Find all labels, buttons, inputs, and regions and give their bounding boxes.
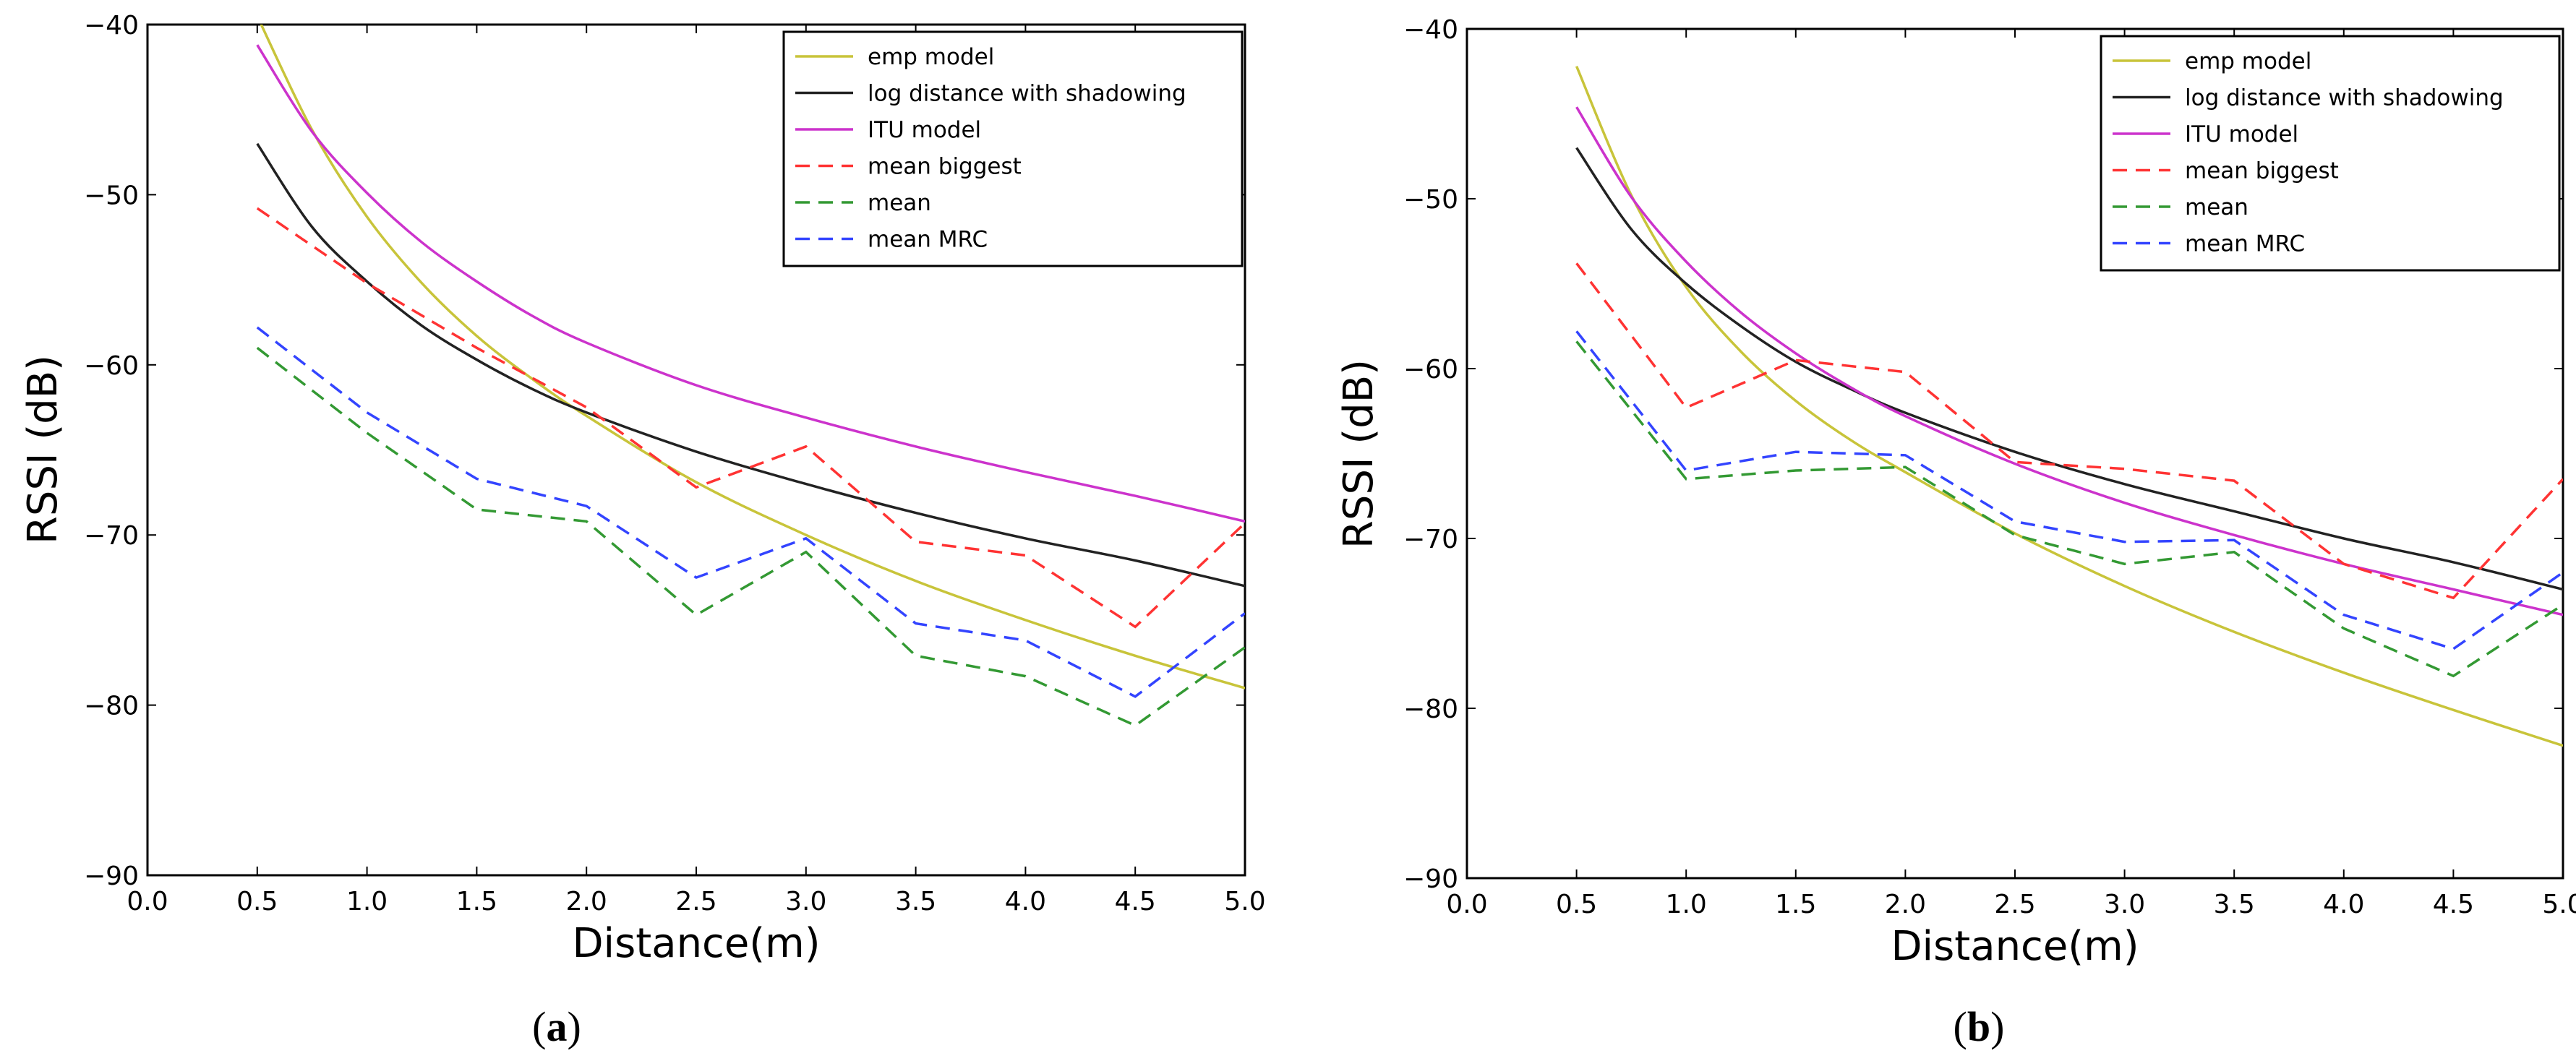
series-line-log-distance-with-shadowing	[1575, 147, 2563, 591]
series-line-mean-mrc	[256, 326, 1245, 698]
x-tick-label: 5.0	[2542, 890, 2576, 919]
legend-entry-label: emp model	[868, 44, 994, 70]
legend-entry-label: mean	[868, 190, 931, 216]
x-tick-label: 0.5	[236, 887, 278, 916]
x-tick-label: 4.0	[2323, 890, 2364, 919]
legend-entry-label: mean biggest	[2185, 158, 2339, 184]
y-tick-label: −90	[84, 862, 139, 891]
x-tick-label: 3.5	[895, 887, 936, 916]
panel-label-b: (b)	[1954, 1003, 2005, 1050]
x-tick-label: 2.0	[1885, 890, 1926, 919]
legend-entry-label: mean	[2185, 194, 2248, 220]
legend-entry-label: emp model	[2185, 48, 2311, 74]
legend-box	[2100, 35, 2561, 272]
y-tick-label: −50	[84, 181, 139, 210]
x-tick-label: 0.0	[1446, 890, 1487, 919]
y-tick-label: −70	[1403, 525, 1458, 554]
y-tick-label: −60	[1403, 355, 1458, 385]
legend-entry-label: mean biggest	[868, 154, 1022, 180]
y-tick-label: −60	[84, 351, 139, 381]
series-line-emp-model	[260, 25, 1245, 690]
legend-entry-label: ITU model	[2185, 121, 2298, 147]
x-tick-label: 2.5	[1994, 890, 2035, 919]
series-line-mean	[256, 346, 1245, 727]
x-tick-label: 0.5	[1556, 890, 1597, 919]
panel-label-a: (a)	[532, 1003, 581, 1050]
legend-entry-label: ITU model	[868, 117, 981, 143]
x-axis-label: Distance(m)	[572, 920, 820, 967]
panel-a: 0.0 0.5 1.0 1.5 2.0 2.5 3.0 3.5 4.0 4.5 5.0 −90 −80 −…	[20, 11, 1266, 1050]
series-line-itu-model	[1575, 106, 2563, 617]
x-tick-label: 1.0	[1666, 890, 1707, 919]
x-tick-label: 1.0	[346, 887, 388, 916]
x-tick-label: 1.5	[456, 887, 497, 916]
series-line-mean	[1575, 340, 2563, 678]
legend-box	[782, 30, 1244, 267]
y-tick-label: −50	[1403, 185, 1458, 215]
x-tick-label: 5.0	[1224, 887, 1265, 916]
x-tick-label: 3.5	[2214, 890, 2255, 919]
x-tick-label: 1.5	[1775, 890, 1816, 919]
panel-b: 0.0 0.5 1.0 1.5 2.0 2.5 3.0 3.5 4.0 4.5 5.0 −90 −80 −…	[1335, 15, 2576, 1050]
y-tick-label: −70	[84, 521, 139, 551]
y-tick-label: −90	[1403, 864, 1458, 894]
legend-entry-label: log distance with shadowing	[868, 81, 1186, 107]
series-line-mean-biggest	[1575, 262, 2563, 600]
y-tick-label: −80	[1403, 695, 1458, 724]
y-tick-label: −40	[84, 11, 139, 40]
legend-entry-label: log distance with shadowing	[2185, 85, 2504, 111]
y-axis-label: RSSI (dB)	[1335, 359, 1382, 549]
series-line-mean-biggest	[256, 207, 1245, 629]
legend-entry-label: mean MRC	[2185, 231, 2305, 257]
x-tick-label: 4.0	[1005, 887, 1046, 916]
x-axis-label: Distance(m)	[1891, 923, 2139, 970]
series-line-log-distance-with-shadowing	[256, 142, 1245, 588]
x-tick-label: 3.0	[785, 887, 826, 916]
x-tick-label: 0.0	[127, 887, 168, 916]
y-axis-label: RSSI (dB)	[20, 355, 67, 544]
series-line-itu-model	[256, 44, 1245, 523]
x-tick-label: 2.0	[566, 887, 607, 916]
y-tick-label: −80	[84, 692, 139, 721]
x-tick-label: 2.5	[675, 887, 716, 916]
series-line-mean-mrc	[1575, 330, 2563, 650]
x-tick-label: 3.0	[2104, 890, 2145, 919]
x-tick-label: 4.5	[1115, 887, 1156, 916]
legend-entry-label: mean MRC	[868, 227, 988, 253]
x-tick-label: 4.5	[2433, 890, 2474, 919]
y-tick-label: −40	[1403, 15, 1458, 45]
